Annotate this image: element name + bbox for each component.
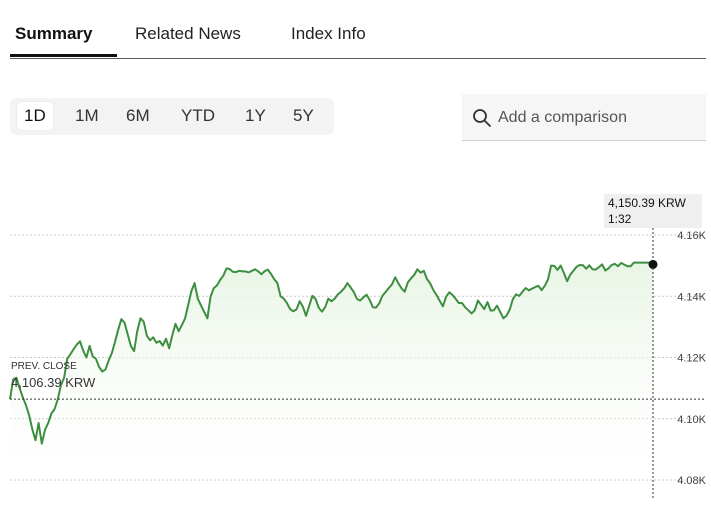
y-tick-label: 4.10K <box>677 414 706 426</box>
range-selector: 1D 1M 6M YTD 1Y 5Y <box>10 98 334 135</box>
y-tick-label: 4.14K <box>677 291 706 303</box>
tab-summary[interactable]: Summary <box>15 24 93 43</box>
range-5y[interactable]: 5Y <box>293 106 314 125</box>
tooltip-time: 1:32 <box>608 212 632 226</box>
range-1y[interactable]: 1Y <box>245 106 266 125</box>
last-price-dot <box>648 259 658 269</box>
comparison-search-field[interactable]: Add a comparison <box>462 94 706 141</box>
range-6m[interactable]: 6M <box>126 106 150 125</box>
y-axis-ticks: 4.16K 4.14K 4.12K 4.10K 4.08K <box>677 230 706 487</box>
tooltip-value: 4,150.39 KRW <box>608 196 686 210</box>
prev-close-label: PREV. CLOSE <box>11 361 77 372</box>
tab-related-news[interactable]: Related News <box>135 24 241 43</box>
y-tick-label: 4.16K <box>677 230 706 242</box>
prev-close-value: 4,106.39 KRW <box>11 375 96 390</box>
range-1d[interactable]: 1D <box>17 102 53 130</box>
y-tick-label: 4.08K <box>677 475 706 487</box>
range-ytd[interactable]: YTD <box>181 106 215 125</box>
tab-bar: Summary Related News Index Info <box>10 0 706 59</box>
active-tab-underline <box>10 54 117 57</box>
comparison-placeholder: Add a comparison <box>498 109 627 126</box>
tab-index-info[interactable]: Index Info <box>291 24 366 43</box>
price-area-fill <box>10 262 653 480</box>
tooltip-box <box>604 194 702 228</box>
search-icon <box>473 109 491 127</box>
y-tick-label: 4.12K <box>677 353 706 365</box>
range-1m[interactable]: 1M <box>75 106 99 125</box>
price-line <box>9 261 654 445</box>
